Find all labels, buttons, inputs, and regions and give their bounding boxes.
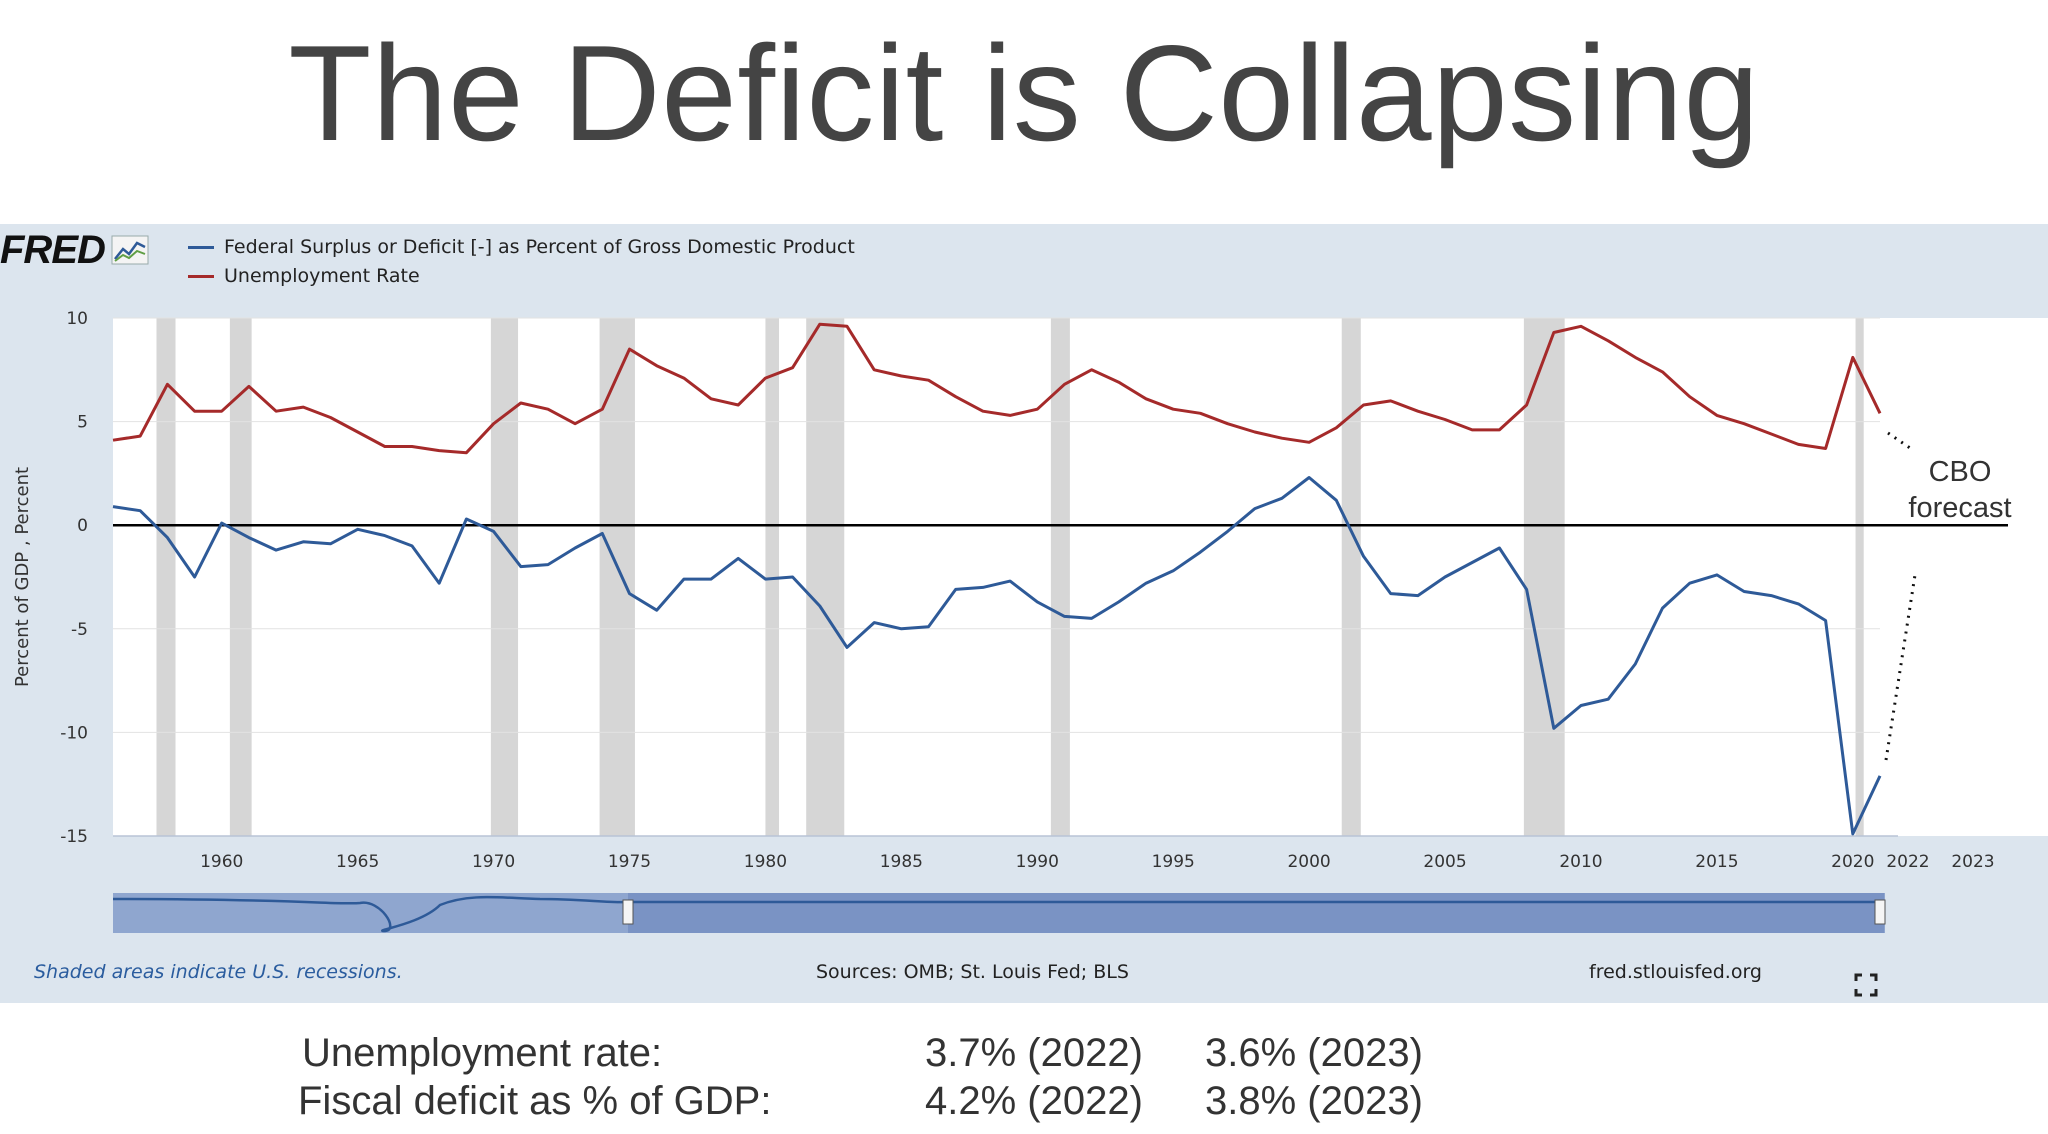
recession-band xyxy=(806,318,845,836)
series-line-deficit xyxy=(112,476,1882,836)
x-tick-label: 2022 xyxy=(1886,852,1929,872)
sources-text: Sources: OMB; St. Louis Fed; BLS xyxy=(816,961,1129,983)
y-axis-label: Percent of GDP , Percent xyxy=(12,467,33,687)
recession-band xyxy=(1523,318,1565,836)
series-line-unemployment xyxy=(112,322,1882,455)
fullscreen-icon[interactable] xyxy=(1854,973,1878,997)
chart: 10 5 0 -5 -10 -15 1960 1965 1970 1975 1980 1985 1990… xyxy=(12,309,2048,933)
x-tick-label: 1960 xyxy=(200,852,243,872)
y-tick-label: -10 xyxy=(60,723,88,743)
x-tick-label: 1985 xyxy=(880,852,923,872)
recession-note: Shaded areas indicate U.S. recessions. xyxy=(34,961,403,983)
forecast-area xyxy=(1880,318,2048,836)
slide-title: The Deficit is Collapsing xyxy=(288,17,1760,169)
x-tick-label: 1975 xyxy=(608,852,651,872)
navigator-selection xyxy=(628,893,1884,933)
navigator-handle-right[interactable] xyxy=(1874,899,1886,925)
x-tick-label: 2000 xyxy=(1287,852,1330,872)
legend-swatch-deficit xyxy=(188,245,214,249)
y-tick-label: -5 xyxy=(71,620,88,640)
x-tick-label: 1980 xyxy=(744,852,787,872)
plot-area xyxy=(113,318,1920,836)
stat-label: Unemployment rate: xyxy=(302,1031,663,1075)
legend-label-unemployment: Unemployment Rate xyxy=(224,265,420,287)
annotation-text: forecast xyxy=(1908,492,2011,524)
fred-logo: FRED xyxy=(0,227,106,272)
stat-value-2023: 3.8% (2023) xyxy=(1205,1079,1423,1123)
recession-band xyxy=(156,318,176,836)
x-tick-label: 1990 xyxy=(1016,852,1059,872)
stat-value-2022: 4.2% (2022) xyxy=(925,1079,1143,1123)
x-tick-label: 1970 xyxy=(472,852,515,872)
y-tick-label: 0 xyxy=(77,516,88,536)
legend-item-unemployment[interactable]: Unemployment Rate xyxy=(188,265,420,287)
recession-band xyxy=(1341,318,1361,836)
x-tick-label: 2020 xyxy=(1831,852,1874,872)
recession-band xyxy=(1050,318,1070,836)
stat-value-2023: 3.6% (2023) xyxy=(1205,1031,1423,1075)
legend-swatch-unemployment xyxy=(188,274,214,278)
stat-label: Fiscal deficit as % of GDP: xyxy=(298,1079,772,1123)
annotation-text: CBO xyxy=(1929,456,1992,488)
navigator-handle-left[interactable] xyxy=(622,899,634,925)
y-tick-label: 10 xyxy=(66,309,88,329)
fred-brand[interactable]: FRED xyxy=(0,227,149,272)
x-tick-label: 2015 xyxy=(1695,852,1738,872)
stat-value-2022: 3.7% (2022) xyxy=(925,1031,1143,1075)
recession-band xyxy=(765,318,780,836)
chart-line-icon xyxy=(111,235,149,265)
legend-label-deficit: Federal Surplus or Deficit [-] as Percen… xyxy=(224,236,855,258)
site-link[interactable]: fred.stlouisfed.org xyxy=(1589,961,1762,983)
legend-item-deficit[interactable]: Federal Surplus or Deficit [-] as Percen… xyxy=(188,236,855,258)
x-tick-label: 1965 xyxy=(336,852,379,872)
recession-band xyxy=(1855,318,1864,836)
x-tick-label: 2023 xyxy=(1951,852,1994,872)
x-tick-label: 2005 xyxy=(1423,852,1466,872)
y-tick-label: 5 xyxy=(77,413,88,433)
x-tick-label: 2010 xyxy=(1559,852,1602,872)
recession-band xyxy=(599,318,635,836)
y-tick-label: -15 xyxy=(60,827,88,847)
recession-band xyxy=(229,318,252,836)
x-tick-label: 1995 xyxy=(1152,852,1195,872)
recession-band xyxy=(490,318,519,836)
